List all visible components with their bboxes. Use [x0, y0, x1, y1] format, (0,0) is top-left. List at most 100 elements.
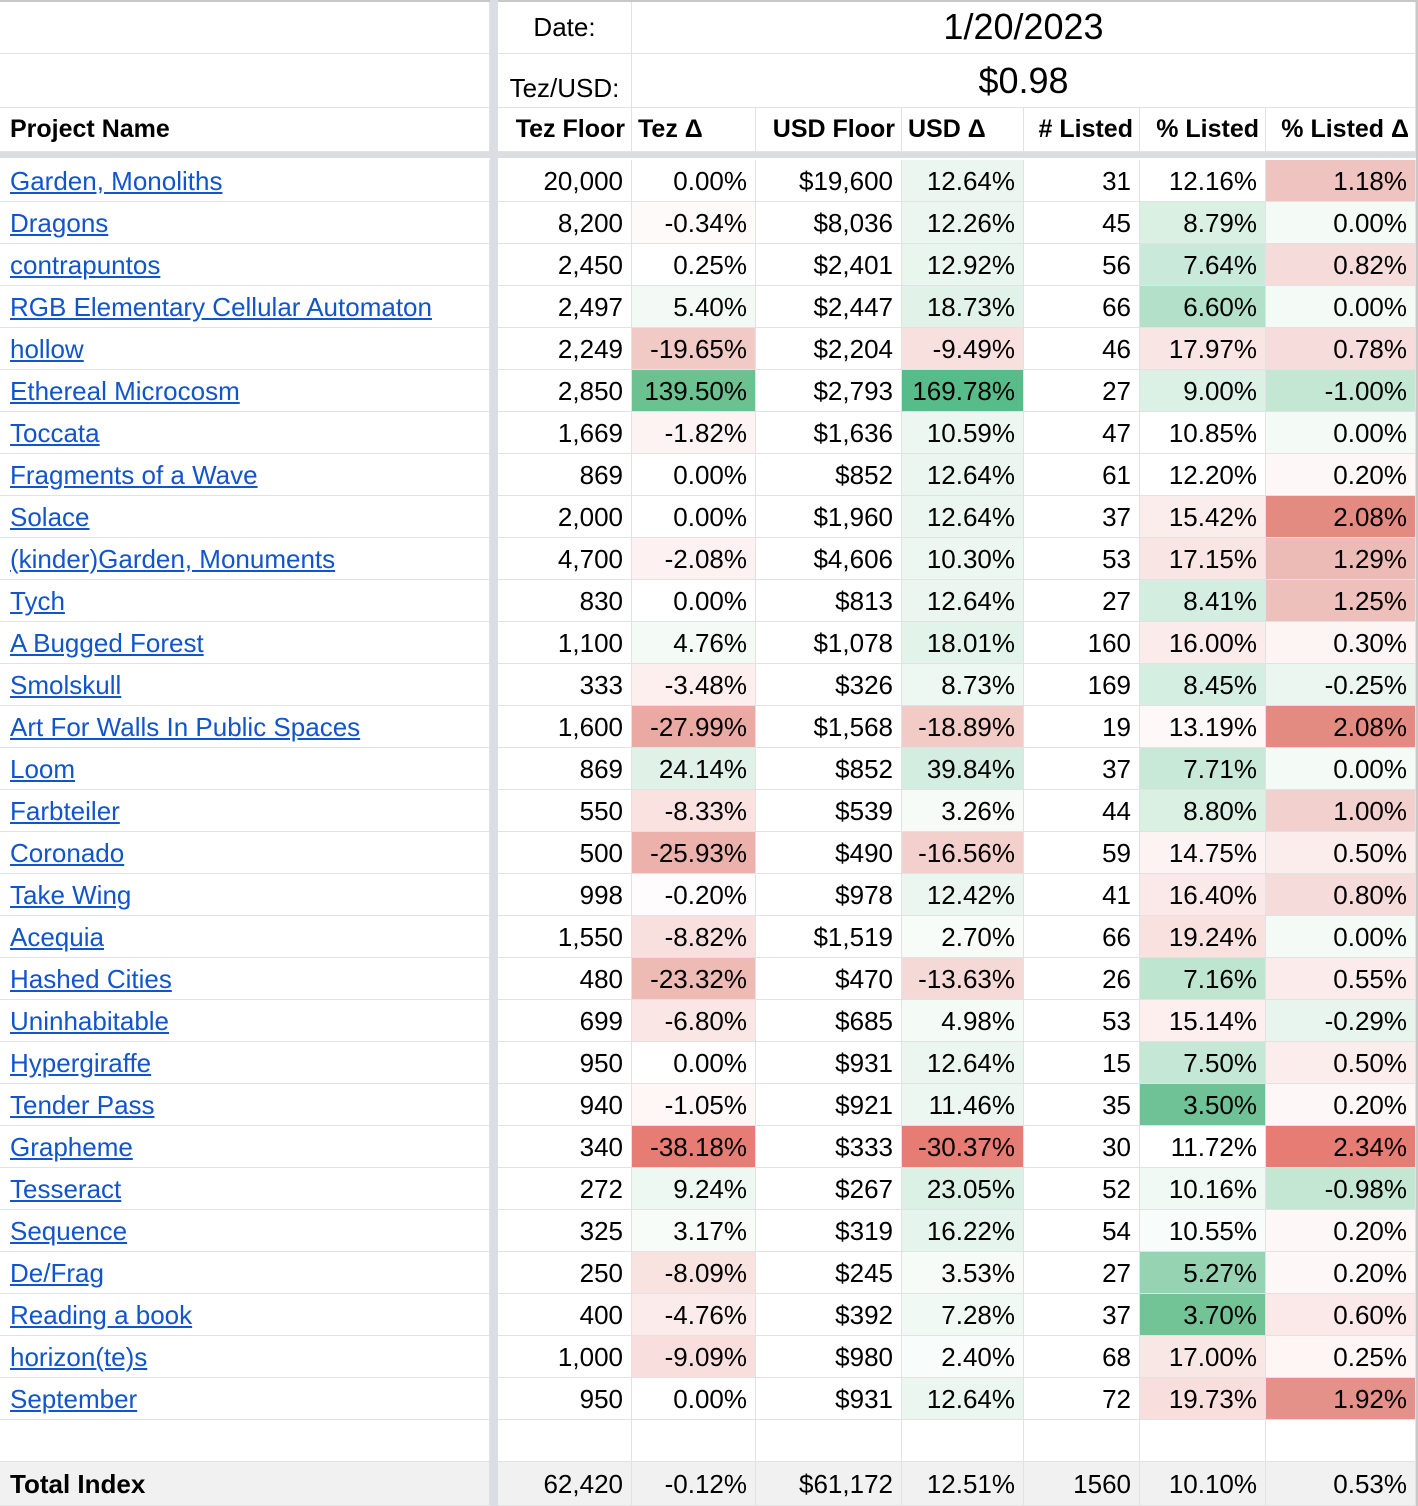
tez-cell[interactable]: 869 — [498, 454, 632, 496]
usdd-cell[interactable]: 12.64% — [902, 1042, 1024, 1084]
pct-cell[interactable]: 7.71% — [1140, 748, 1266, 790]
project-name-cell[interactable]: Tych — [0, 580, 490, 622]
usdd-cell[interactable]: 12.64% — [902, 496, 1024, 538]
tezd-cell[interactable]: -0.20% — [632, 874, 756, 916]
project-link[interactable]: Farbteiler — [10, 795, 120, 826]
tez-cell[interactable]: 1,669 — [498, 412, 632, 454]
pctd-cell[interactable]: 2.08% — [1266, 496, 1416, 538]
usdd-cell[interactable]: -16.56% — [902, 832, 1024, 874]
listed-cell[interactable]: 37 — [1024, 748, 1140, 790]
listed-cell[interactable]: 30 — [1024, 1126, 1140, 1168]
listed-cell[interactable]: 15 — [1024, 1042, 1140, 1084]
listed-cell[interactable]: 66 — [1024, 286, 1140, 328]
project-name-cell[interactable]: Acequia — [0, 916, 490, 958]
tez-cell[interactable]: 2,249 — [498, 328, 632, 370]
project-name-cell[interactable]: Garden, Monoliths — [0, 160, 490, 202]
total-tez-cell[interactable]: 62,420 — [498, 1462, 632, 1506]
usd-cell[interactable]: $319 — [756, 1210, 902, 1252]
tez-cell[interactable]: 1,000 — [498, 1336, 632, 1378]
tez-cell[interactable]: 1,600 — [498, 706, 632, 748]
tezd-cell[interactable]: 0.00% — [632, 1042, 756, 1084]
pct-cell[interactable]: 16.00% — [1140, 622, 1266, 664]
listed-cell[interactable]: 52 — [1024, 1168, 1140, 1210]
project-name-cell[interactable]: Art For Walls In Public Spaces — [0, 706, 490, 748]
pctd-cell[interactable]: -0.25% — [1266, 664, 1416, 706]
tezd-cell[interactable]: 139.50% — [632, 370, 756, 412]
project-link[interactable]: Tesseract — [10, 1173, 122, 1204]
total-pctd-cell[interactable]: 0.53% — [1266, 1462, 1416, 1506]
pct-cell[interactable]: 12.20% — [1140, 454, 1266, 496]
pct-cell[interactable]: 10.55% — [1140, 1210, 1266, 1252]
usd-cell[interactable]: $980 — [756, 1336, 902, 1378]
total-pct-cell[interactable]: 10.10% — [1140, 1462, 1266, 1506]
usdd-cell[interactable]: 8.73% — [902, 664, 1024, 706]
date-label[interactable]: Date: — [498, 0, 632, 54]
usd-cell[interactable]: $470 — [756, 958, 902, 1000]
usd-cell[interactable]: $931 — [756, 1042, 902, 1084]
listed-cell[interactable]: 37 — [1024, 1294, 1140, 1336]
project-link[interactable]: RGB Elementary Cellular Automaton — [10, 291, 432, 322]
pct-cell[interactable]: 19.73% — [1140, 1378, 1266, 1420]
usdd-cell[interactable]: 3.53% — [902, 1252, 1024, 1294]
pct-cell[interactable]: 15.14% — [1140, 1000, 1266, 1042]
project-link[interactable]: Reading a book — [10, 1299, 193, 1330]
project-link[interactable]: Take Wing — [10, 879, 132, 910]
usd-cell[interactable]: $978 — [756, 874, 902, 916]
tezd-cell[interactable]: 9.24% — [632, 1168, 756, 1210]
usd-cell[interactable]: $19,600 — [756, 160, 902, 202]
tez-cell[interactable]: 480 — [498, 958, 632, 1000]
tez-cell[interactable]: 20,000 — [498, 160, 632, 202]
pct-cell[interactable]: 17.15% — [1140, 538, 1266, 580]
usdd-cell[interactable]: 10.59% — [902, 412, 1024, 454]
tezd-cell[interactable]: -8.33% — [632, 790, 756, 832]
column-header-tez-floor[interactable]: Tez Floor — [498, 108, 632, 152]
column-header-project-name[interactable]: Project Name — [0, 108, 490, 152]
tezd-cell[interactable]: -8.09% — [632, 1252, 756, 1294]
tez-cell[interactable]: 272 — [498, 1168, 632, 1210]
project-name-cell[interactable]: Farbteiler — [0, 790, 490, 832]
tezd-cell[interactable]: -19.65% — [632, 328, 756, 370]
tezd-cell[interactable]: 3.17% — [632, 1210, 756, 1252]
project-link[interactable]: (kinder)Garden, Monuments — [10, 543, 336, 574]
empty-cell[interactable] — [498, 1420, 632, 1462]
usd-cell[interactable]: $8,036 — [756, 202, 902, 244]
tez-cell[interactable]: 940 — [498, 1084, 632, 1126]
project-name-cell[interactable]: Hashed Cities — [0, 958, 490, 1000]
usd-cell[interactable]: $852 — [756, 454, 902, 496]
project-link[interactable]: Uninhabitable — [10, 1005, 170, 1036]
pctd-cell[interactable]: 0.82% — [1266, 244, 1416, 286]
pctd-cell[interactable]: 1.92% — [1266, 1378, 1416, 1420]
tezd-cell[interactable]: -3.48% — [632, 664, 756, 706]
tez-cell[interactable]: 250 — [498, 1252, 632, 1294]
usd-cell[interactable]: $1,519 — [756, 916, 902, 958]
pctd-cell[interactable]: 0.80% — [1266, 874, 1416, 916]
project-link[interactable]: Coronado — [10, 837, 125, 868]
tezd-cell[interactable]: 4.76% — [632, 622, 756, 664]
tez-cell[interactable]: 550 — [498, 790, 632, 832]
empty-cell[interactable] — [1140, 1420, 1266, 1462]
tezd-cell[interactable]: -0.34% — [632, 202, 756, 244]
project-link[interactable]: Hashed Cities — [10, 963, 172, 994]
pct-cell[interactable]: 7.50% — [1140, 1042, 1266, 1084]
project-name-cell[interactable]: RGB Elementary Cellular Automaton — [0, 286, 490, 328]
project-link[interactable]: Loom — [10, 753, 76, 784]
usdd-cell[interactable]: 11.46% — [902, 1084, 1024, 1126]
tez-cell[interactable]: 699 — [498, 1000, 632, 1042]
tezd-cell[interactable]: -1.82% — [632, 412, 756, 454]
tez-cell[interactable]: 340 — [498, 1126, 632, 1168]
usdd-cell[interactable]: 39.84% — [902, 748, 1024, 790]
pct-cell[interactable]: 15.42% — [1140, 496, 1266, 538]
tezd-cell[interactable]: -9.09% — [632, 1336, 756, 1378]
usdd-cell[interactable]: 12.64% — [902, 160, 1024, 202]
usdd-cell[interactable]: -30.37% — [902, 1126, 1024, 1168]
project-name-cell[interactable]: Coronado — [0, 832, 490, 874]
listed-cell[interactable]: 169 — [1024, 664, 1140, 706]
usdd-cell[interactable]: 12.92% — [902, 244, 1024, 286]
empty-cell[interactable] — [1024, 1420, 1140, 1462]
project-name-cell[interactable]: Solace — [0, 496, 490, 538]
usdd-cell[interactable]: 12.26% — [902, 202, 1024, 244]
pctd-cell[interactable]: -1.00% — [1266, 370, 1416, 412]
pctd-cell[interactable]: 0.00% — [1266, 916, 1416, 958]
total-tezd-cell[interactable]: -0.12% — [632, 1462, 756, 1506]
usd-cell[interactable]: $931 — [756, 1378, 902, 1420]
